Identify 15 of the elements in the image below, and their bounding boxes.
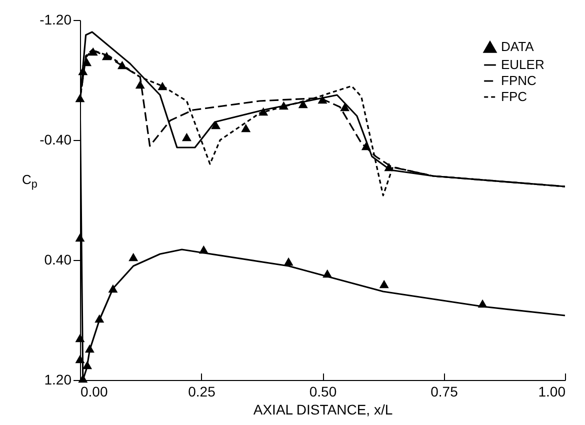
x-tick-label: 0.50 (309, 384, 337, 400)
y-tick-label: -1.20 (40, 12, 72, 28)
x-axis-title: AXIAL DISTANCE, x/L (253, 402, 393, 418)
legend-label: FPNC (501, 73, 536, 88)
legend-label: DATA (501, 39, 534, 54)
legend-label: EULER (501, 57, 544, 72)
x-tick-label: 0.75 (430, 384, 458, 400)
y-tick-label: -0.40 (40, 132, 72, 148)
x-tick-label: 1.00 (538, 384, 566, 400)
y-tick-label: 0.40 (44, 252, 72, 268)
y-axis-title: C$_{p}$ (22, 172, 38, 191)
x-tick-label: 0.25 (188, 384, 216, 400)
y-tick-label: 1.20 (44, 372, 72, 388)
legend-label: FPC (501, 89, 527, 104)
x-tick-label: 0.00 (80, 384, 108, 400)
